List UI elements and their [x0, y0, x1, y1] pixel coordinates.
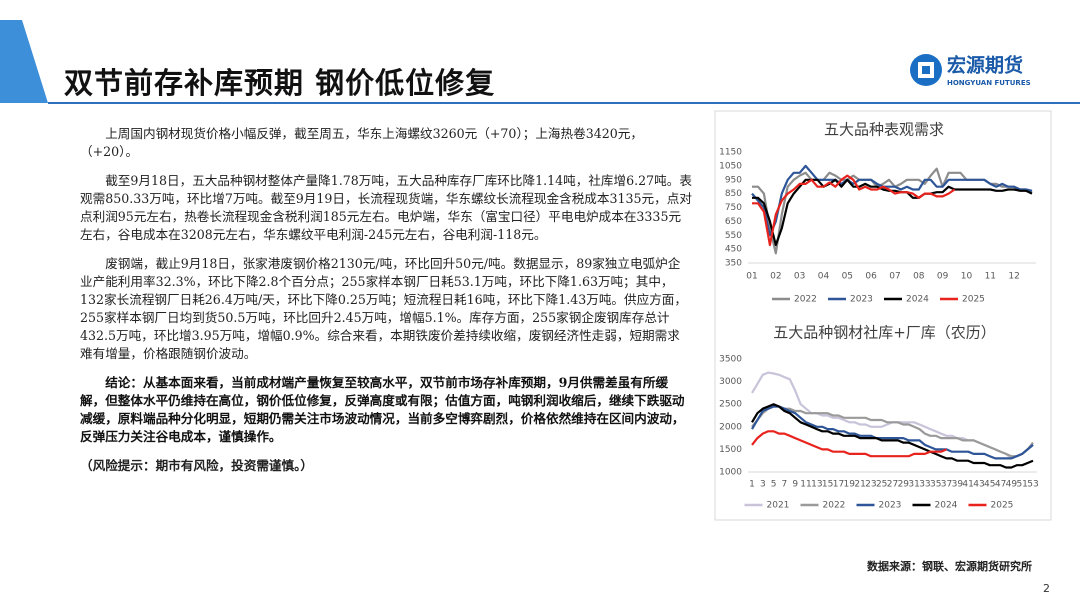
x-tick-label: 13: [811, 480, 822, 490]
chart-title: 五大品种钢材社库+厂库（农历）: [773, 324, 996, 342]
x-tick-label: 7: [782, 480, 788, 490]
series-line: [751, 164, 1033, 237]
logo-name: 宏源期货: [947, 54, 1023, 77]
x-tick-label: 45: [984, 480, 995, 490]
y-tick-label: 750: [725, 203, 742, 213]
legend-label: 2024: [935, 501, 958, 511]
legend-label: 2025: [962, 295, 985, 305]
x-tick-label: 17: [833, 480, 844, 490]
y-tick-label: 2000: [719, 422, 742, 432]
series-line: [751, 405, 1034, 458]
y-tick-label: 350: [725, 259, 742, 269]
x-tick-label: 11: [800, 480, 811, 490]
chart-frame: [714, 110, 1052, 521]
x-tick-label: 03: [794, 272, 805, 282]
paragraph: 上周国内钢材现货价格小幅反弹，截至周五，华东上海螺纹3260元（+70）；上海热…: [80, 126, 643, 159]
source-note: 数据来源：钢联、宏源期货研究所: [867, 560, 1032, 573]
series-line: [751, 403, 1034, 469]
x-tick-label: 02: [770, 272, 781, 282]
y-tick-label: 1050: [719, 161, 742, 171]
legend-label: 2023: [850, 295, 873, 305]
x-tick-label: 9: [792, 480, 798, 490]
paragraph: 废钢端，截止9月18日，张家港废钢价格2130元/吨，环比回升50元/吨。数据显…: [80, 256, 687, 361]
legend-label: 2024: [906, 295, 929, 305]
x-tick-label: 3: [760, 480, 766, 490]
page-number: 2: [1043, 582, 1050, 595]
x-tick-label: 06: [865, 272, 877, 282]
header-accent: [0, 20, 48, 103]
y-tick-label: 850: [725, 189, 742, 199]
legend-label: 2022: [794, 295, 817, 305]
x-tick-label: 43: [973, 480, 984, 490]
slide-title: 双节前存补库预期 钢价低位修复: [64, 66, 496, 100]
x-tick-label: 10: [961, 272, 973, 282]
body-text: 上周国内钢材现货价格小幅反弹，截至周五，华东上海螺纹3260元（+70）；上海热…: [80, 125, 692, 486]
x-tick-label: 49: [1006, 480, 1018, 490]
x-tick-label: 05: [842, 272, 853, 282]
logo-icon-core: [922, 66, 930, 74]
y-tick-label: 450: [725, 245, 742, 255]
logo-english: HONGYUAN FUTURES: [947, 79, 1031, 87]
x-tick-label: 01: [746, 272, 757, 282]
x-tick-label: 19: [844, 480, 856, 490]
x-tick-label: 1: [749, 480, 755, 490]
y-tick-label: 1000: [719, 468, 742, 478]
legend-label: 2025: [991, 501, 1014, 511]
x-tick-label: 35: [930, 480, 941, 490]
legend-label: 2022: [823, 501, 846, 511]
paragraph: 截至9月18日，五大品种钢材整体产量降1.78万吨，五大品种库存厂库环比降1.1…: [80, 173, 692, 242]
y-tick-label: 3500: [719, 355, 742, 365]
x-tick-label: 15: [822, 480, 833, 490]
x-tick-label: 09: [937, 272, 949, 282]
series-line: [752, 167, 1033, 255]
x-tick-label: 29: [898, 480, 910, 490]
x-tick-label: 53: [1027, 480, 1038, 490]
x-tick-label: 25: [876, 480, 887, 490]
legend-label: 2021: [767, 501, 790, 511]
x-tick-label: 33: [919, 480, 930, 490]
x-tick-label: 08: [913, 272, 925, 282]
paragraph: （风险提示：期市有风险，投资需谨慎。）: [80, 458, 313, 473]
x-tick-label: 31: [908, 480, 919, 490]
chart-title: 五大品种表观需求: [824, 121, 944, 139]
x-tick-label: 04: [818, 272, 830, 282]
x-tick-label: 07: [889, 272, 900, 282]
x-tick-label: 37: [941, 480, 952, 490]
y-tick-label: 950: [725, 175, 742, 185]
y-tick-label: 650: [725, 217, 742, 227]
y-tick-label: 2500: [719, 400, 742, 410]
y-tick-label: 3000: [719, 377, 742, 387]
x-tick-label: 39: [952, 480, 964, 490]
x-tick-label: 27: [887, 480, 898, 490]
series-line: [752, 174, 956, 247]
x-tick-label: 21: [854, 480, 865, 490]
x-tick-label: 5: [771, 480, 777, 490]
x-tick-label: 12: [1008, 272, 1019, 282]
x-tick-label: 23: [865, 480, 876, 490]
x-tick-label: 47: [995, 480, 1006, 490]
x-tick-label: 51: [1016, 480, 1027, 490]
x-tick-label: 41: [962, 480, 973, 490]
y-tick-label: 1150: [719, 148, 742, 158]
y-tick-label: 1500: [719, 445, 742, 455]
x-tick-label: 11: [985, 272, 996, 282]
series-line: [751, 405, 1034, 460]
y-tick-label: 550: [725, 231, 742, 241]
legend-label: 2023: [879, 501, 902, 511]
series-line: [751, 430, 947, 458]
paragraph: 结论：从基本面来看，当前成材端产量恢复至较高水平，双节前市场存补库预期，9月供需…: [80, 375, 685, 444]
